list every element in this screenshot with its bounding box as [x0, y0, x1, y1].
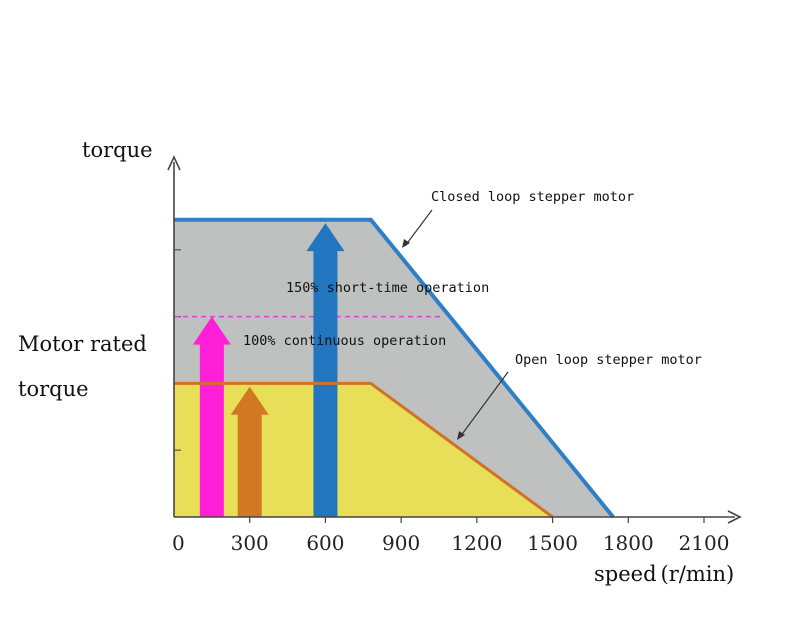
- closed-loop-callout-arrowhead: [402, 239, 410, 248]
- open-loop-curve: [174, 381, 554, 519]
- open-loop-callout-line: [459, 371, 509, 438]
- annotation-short-time: 150% short-time operation: [286, 280, 489, 296]
- open-loop-callout-arrowhead: [457, 431, 465, 440]
- y-axis-label: torque: [82, 138, 153, 162]
- rated-torque-arrow: [192, 316, 231, 517]
- x-axis-arrowhead: [727, 510, 742, 524]
- x-axis-label: speed (r/min): [594, 562, 734, 586]
- annotation-continuous: 100% continuous operation: [243, 333, 446, 349]
- x-tick-label-300: 300: [231, 531, 269, 555]
- x-axis-unit: (r/min): [661, 562, 735, 586]
- x-tick-label-1200: 1200: [451, 531, 502, 555]
- operation-arrows: [192, 223, 345, 517]
- x-tick-label-1800: 1800: [603, 531, 654, 555]
- x-axis-label-name: speed: [594, 562, 657, 586]
- closed-loop-arrow: [306, 223, 345, 517]
- closed-loop-curve: [174, 217, 615, 519]
- annotation-open-loop: Open loop stepper motor: [515, 352, 702, 368]
- curve-fills: [174, 219, 614, 518]
- open-loop-area: [174, 383, 553, 517]
- annotation-closed-loop: Closed loop stepper motor: [431, 189, 634, 205]
- open-loop-arrow: [230, 386, 269, 517]
- x-tick-labels: 0 300 600 900 1200 1500 1800 2100: [172, 517, 729, 555]
- x-tick-label-600: 600: [306, 531, 344, 555]
- y-axis-arrowhead: [167, 155, 181, 171]
- closed-loop-callout-line: [404, 209, 433, 247]
- rated-torque-label-line1: Motor rated: [18, 332, 147, 356]
- rated-torque-label-line2: torque: [18, 377, 89, 401]
- x-tick-label-0: 0: [172, 531, 185, 555]
- x-tick-label-1500: 1500: [527, 531, 578, 555]
- x-tick-label-900: 900: [382, 531, 420, 555]
- x-tick-label-2100: 2100: [679, 531, 730, 555]
